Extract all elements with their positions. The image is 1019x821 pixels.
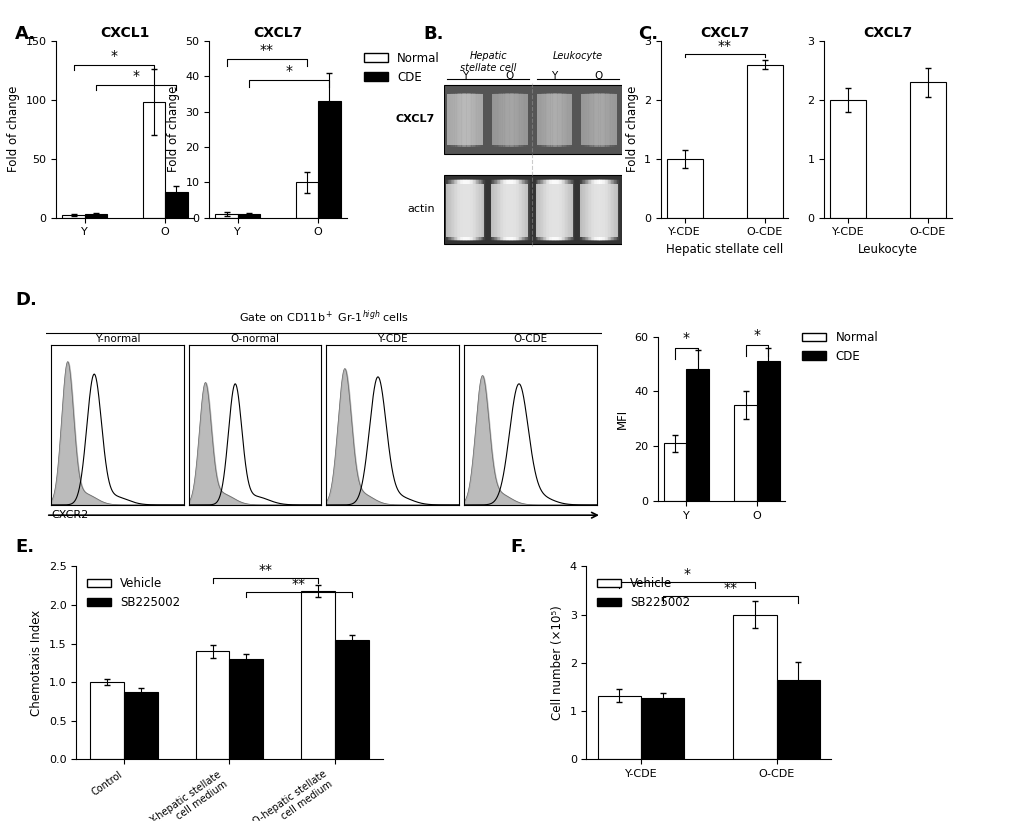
Text: *: * bbox=[132, 70, 140, 84]
Text: C.: C. bbox=[638, 25, 658, 43]
Bar bbox=[581, 94, 616, 144]
Text: F.: F. bbox=[510, 538, 526, 556]
Title: CXCL7: CXCL7 bbox=[253, 26, 303, 40]
Title: CXCL1: CXCL1 bbox=[100, 26, 150, 40]
Legend: Vehicle, SB225002: Vehicle, SB225002 bbox=[592, 572, 694, 614]
Text: **: ** bbox=[291, 577, 306, 591]
Title: O-normal: O-normal bbox=[230, 334, 279, 344]
Bar bbox=[443, 175, 622, 244]
Title: Y-CDE: Y-CDE bbox=[377, 334, 408, 344]
Text: **: ** bbox=[717, 39, 731, 53]
Bar bbox=[663, 443, 686, 501]
Text: *: * bbox=[285, 64, 292, 78]
Bar bbox=[443, 85, 622, 154]
Y-axis label: Fold of change: Fold of change bbox=[166, 86, 179, 172]
Bar bbox=[91, 682, 124, 759]
Bar bbox=[334, 640, 368, 759]
Bar bbox=[535, 185, 573, 236]
Bar bbox=[666, 158, 702, 218]
Bar bbox=[829, 100, 865, 218]
Bar bbox=[229, 659, 263, 759]
Title: CXCL7: CXCL7 bbox=[862, 26, 912, 40]
Text: E.: E. bbox=[15, 538, 35, 556]
Text: Y: Y bbox=[550, 71, 557, 80]
Text: D.: D. bbox=[15, 291, 37, 310]
Y-axis label: Fold of change: Fold of change bbox=[625, 86, 638, 172]
Legend: Normal, CDE: Normal, CDE bbox=[797, 326, 882, 368]
Text: **: ** bbox=[260, 43, 273, 57]
Bar bbox=[296, 182, 318, 218]
Bar bbox=[491, 94, 527, 144]
Bar bbox=[536, 94, 572, 144]
Y-axis label: MFI: MFI bbox=[614, 409, 628, 429]
Bar bbox=[237, 214, 260, 218]
Text: actin: actin bbox=[407, 204, 434, 214]
Bar bbox=[165, 191, 187, 218]
Bar bbox=[746, 65, 782, 218]
Text: Leukocyte: Leukocyte bbox=[552, 52, 602, 62]
Text: *: * bbox=[110, 49, 117, 63]
Legend: Vehicle, SB225002: Vehicle, SB225002 bbox=[83, 572, 184, 614]
Text: Gate on CD11b$^+$ Gr-1$^{high}$ cells: Gate on CD11b$^+$ Gr-1$^{high}$ cells bbox=[238, 308, 409, 324]
Bar bbox=[776, 680, 819, 759]
Text: *: * bbox=[753, 328, 760, 342]
Y-axis label: Cell number (×10⁵): Cell number (×10⁵) bbox=[550, 606, 564, 720]
Bar bbox=[446, 185, 483, 236]
Text: **: ** bbox=[722, 581, 737, 595]
Text: Y: Y bbox=[462, 71, 468, 80]
Bar bbox=[318, 101, 340, 218]
Text: *: * bbox=[683, 567, 690, 581]
Text: CXCL7: CXCL7 bbox=[395, 114, 434, 125]
Bar bbox=[756, 361, 779, 501]
Legend: Normal, CDE: Normal, CDE bbox=[360, 47, 444, 89]
Text: O: O bbox=[594, 71, 602, 80]
Bar bbox=[62, 215, 85, 218]
Bar bbox=[733, 615, 776, 759]
Title: CXCL7: CXCL7 bbox=[699, 26, 749, 40]
Bar bbox=[734, 405, 756, 501]
Title: O-CDE: O-CDE bbox=[513, 334, 547, 344]
Bar bbox=[640, 698, 684, 759]
X-axis label: Leukocyte: Leukocyte bbox=[857, 243, 917, 256]
Bar bbox=[446, 94, 483, 144]
Bar bbox=[490, 185, 528, 236]
Bar bbox=[686, 369, 708, 501]
Text: CXCR2: CXCR2 bbox=[51, 510, 89, 521]
Bar bbox=[909, 82, 945, 218]
Bar bbox=[597, 695, 640, 759]
Text: A.: A. bbox=[15, 25, 37, 43]
Bar bbox=[580, 185, 618, 236]
Bar bbox=[196, 651, 229, 759]
Y-axis label: Fold of change: Fold of change bbox=[7, 86, 19, 172]
Bar bbox=[124, 691, 158, 759]
Text: O: O bbox=[505, 71, 514, 80]
Bar bbox=[143, 103, 165, 218]
Text: B.: B. bbox=[423, 25, 443, 43]
Y-axis label: Chemotaxis Index: Chemotaxis Index bbox=[31, 610, 44, 716]
Text: **: ** bbox=[258, 563, 272, 577]
Text: *: * bbox=[682, 331, 689, 345]
Text: Hepatic
stellate cell: Hepatic stellate cell bbox=[460, 52, 516, 73]
Bar bbox=[301, 591, 334, 759]
Title: Y-normal: Y-normal bbox=[95, 334, 140, 344]
X-axis label: Hepatic stellate cell: Hepatic stellate cell bbox=[665, 243, 783, 256]
Bar bbox=[215, 214, 237, 218]
Bar bbox=[85, 214, 107, 218]
